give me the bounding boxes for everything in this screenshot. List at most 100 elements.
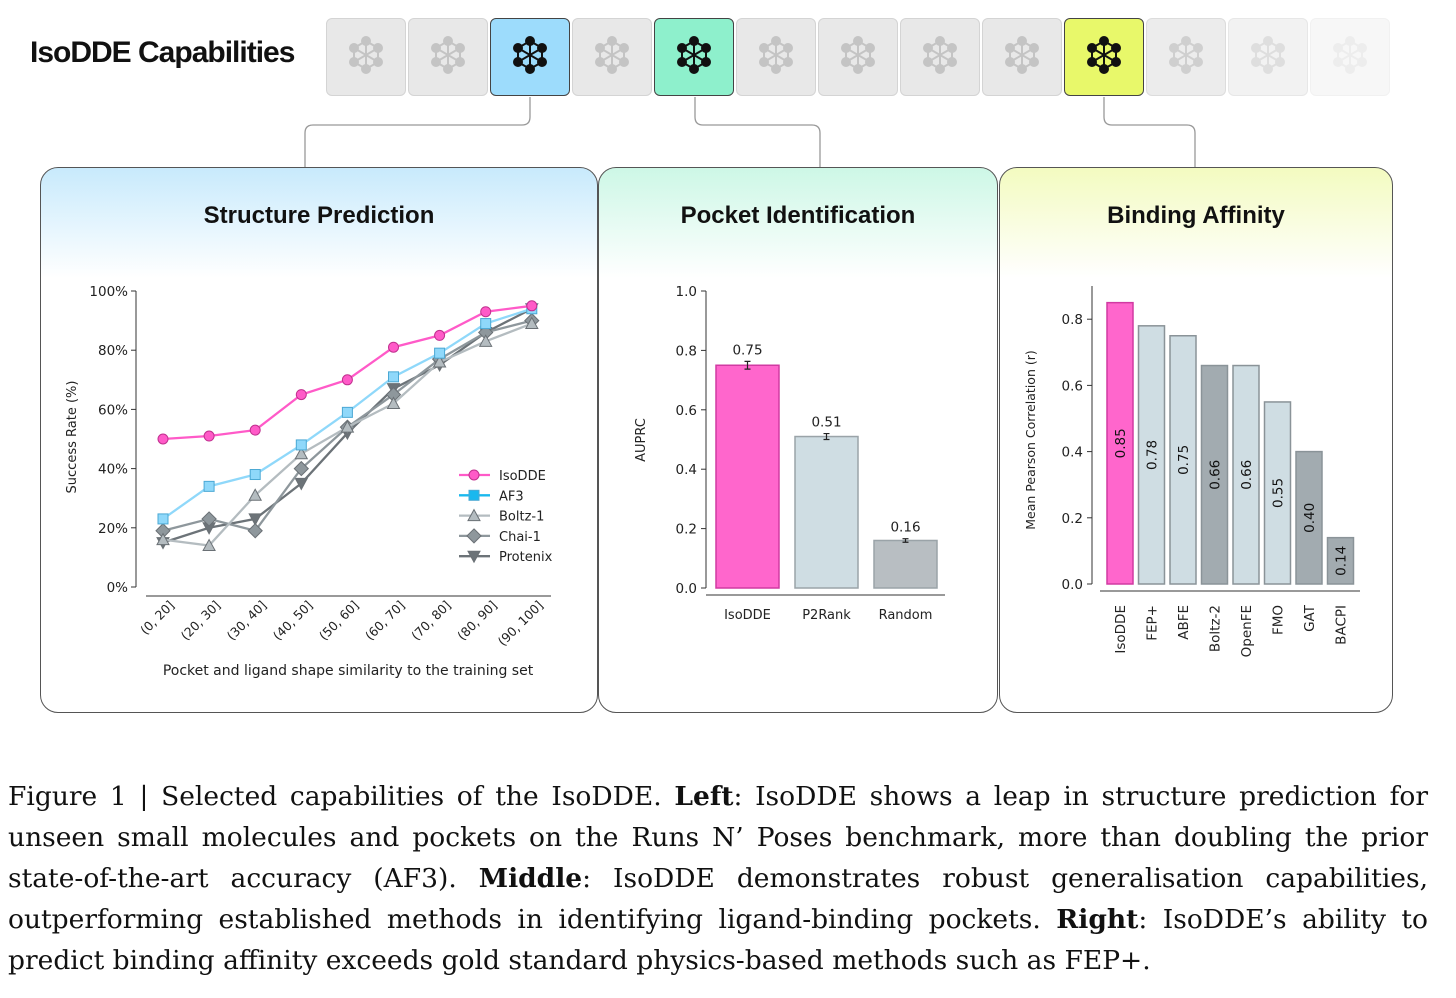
x-tick-label: OpenFE [1239,605,1255,657]
series-isodde [157,300,538,445]
capability-tile[interactable] [1146,18,1226,96]
x-tick-label: IsoDDE [1113,605,1129,654]
panel-title: Structure Prediction [203,202,435,229]
bar-bacpi [1326,536,1355,585]
data-point [434,347,446,359]
y-tick-label: 0% [107,580,129,596]
capability-tile[interactable] [1064,18,1144,96]
bar-boltz-2 [1200,364,1229,585]
molecule-icon [510,35,550,79]
capability-tile[interactable] [1228,18,1308,96]
legend-marker [467,508,481,522]
connector-line [694,97,821,167]
molecule-icon [920,35,960,79]
capability-tile[interactable] [982,18,1062,96]
legend-label: AF3 [499,489,524,504]
molecule-icon [346,35,386,79]
data-point [526,300,538,312]
y-tick-label: 20% [98,521,128,537]
caption-bold: Middle [478,863,583,894]
data-point [249,469,261,481]
y-tick-label: 0.0 [1062,577,1083,593]
caption-text: : IsoDDE demonstrates robust generalisat… [8,863,1428,935]
data-point [524,316,539,330]
bar-isodde [715,364,780,589]
data-point [388,341,399,353]
y-axis-label: AUPRC [634,418,649,462]
y-tick-label: 40% [98,462,128,478]
bar-value-label: 0.14 [1334,546,1350,576]
caption-text: : IsoDDE shows a leap in structure predi… [8,781,1428,894]
bar-value-label: 0.75 [1176,445,1192,475]
bar-value-label: 0.16 [890,520,920,536]
bar-value-label: 0.66 [1239,460,1255,490]
x-tick-label: (50, 60] [316,598,362,644]
panel-title: Binding Affinity [1107,202,1285,229]
x-axis-label: Pocket and ligand shape similarity to th… [163,663,534,679]
x-tick-label: ABFE [1176,605,1192,640]
y-tick-label: 0.8 [1062,312,1083,328]
data-point [157,433,169,445]
bar-value-label: 0.75 [732,342,762,358]
caption-text: : IsoDDE’s ability to predict binding af… [8,904,1428,976]
series-boltz-1 [156,316,539,552]
y-tick-label: 0.8 [676,343,697,359]
data-point [202,538,216,552]
bar-value-label: 0.40 [1302,503,1318,533]
data-point [386,396,401,409]
molecule-icon [1002,35,1042,79]
data-point [432,354,447,368]
y-tick-label: 60% [98,402,128,418]
x-tick-label: (60, 70] [362,598,408,644]
connector-line [304,97,531,167]
data-point [294,446,309,460]
bar-fep+ [1137,325,1166,585]
capability-tile[interactable] [572,18,652,96]
bar-fmo [1263,401,1292,585]
data-point [157,513,169,525]
page-title: IsoDDE Capabilities [30,36,295,69]
capability-tile[interactable] [654,18,734,96]
data-point [480,318,492,330]
molecule-icon [1248,35,1288,79]
bar-value-label: 0.51 [811,415,841,431]
bar-isodde [1106,301,1134,585]
data-point [201,511,217,527]
molecule-icon [428,35,468,79]
y-tick-label: 100% [89,284,128,300]
capability-tile[interactable] [490,18,570,96]
x-tick-label: Random [879,608,933,623]
panel-structure-prediction: Structure Prediction [40,167,598,713]
x-tick-label: (80, 90] [454,598,500,644]
capability-tile[interactable] [1310,18,1390,96]
bar-abfe [1169,335,1197,585]
legend-label: IsoDDE [499,469,546,484]
x-tick-label: (40, 50] [270,598,316,644]
data-point [340,420,355,433]
capability-tile[interactable] [818,18,898,96]
legend-label: Chai-1 [499,530,541,545]
panel-title: Pocket Identification [680,202,916,229]
bar-value-label: 0.85 [1113,428,1129,458]
capability-tile[interactable] [736,18,816,96]
data-point [478,334,493,347]
bar-value-label: 0.78 [1145,440,1161,470]
x-tick-label: FMO [1271,605,1287,635]
caption-bold: Left [674,781,734,812]
molecule-icon [1166,35,1206,79]
bar-value-label: 0.66 [1208,460,1224,490]
legend-label: Protenix [499,550,553,565]
data-point [480,306,492,318]
x-tick-label: IsoDDE [724,608,771,623]
data-point [388,371,399,383]
y-tick-label: 80% [98,343,128,359]
y-axis-label: Mean Pearson Correlation (r) [1023,350,1038,529]
bar-value-label: 0.55 [1271,478,1287,508]
legend-marker [467,550,481,564]
data-point [341,374,353,386]
capability-tile[interactable] [900,18,980,96]
capability-tile[interactable] [326,18,406,96]
y-tick-label: 1.0 [676,284,697,300]
capability-tile[interactable] [408,18,488,96]
